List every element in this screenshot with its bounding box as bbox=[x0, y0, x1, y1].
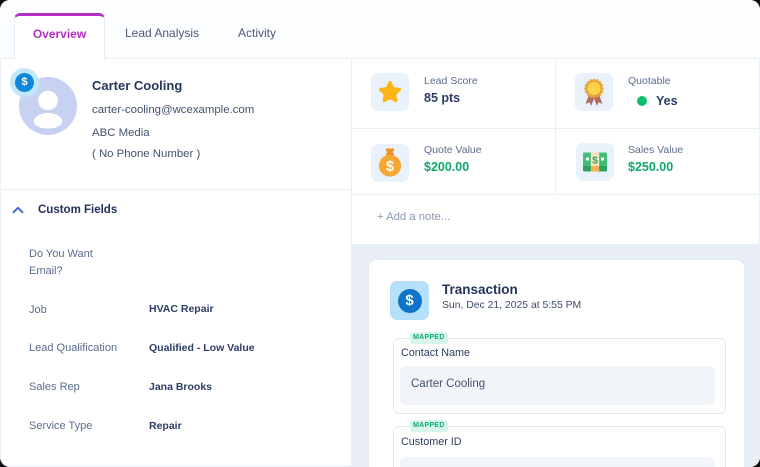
svg-text:$: $ bbox=[386, 159, 394, 175]
svg-text:$: $ bbox=[592, 154, 598, 166]
